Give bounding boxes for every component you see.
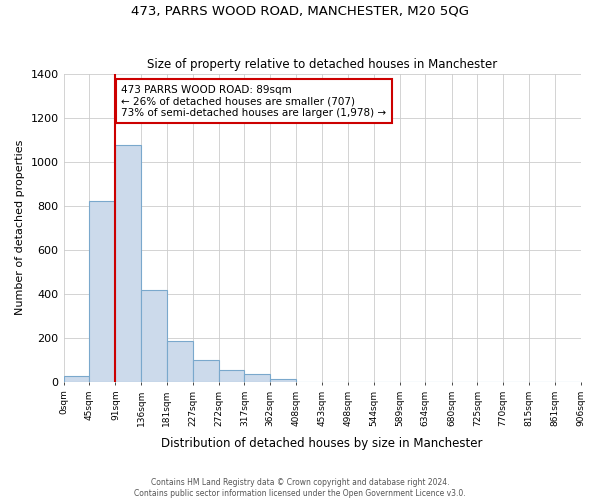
X-axis label: Distribution of detached houses by size in Manchester: Distribution of detached houses by size …: [161, 437, 483, 450]
Text: 473, PARRS WOOD ROAD, MANCHESTER, M20 5QG: 473, PARRS WOOD ROAD, MANCHESTER, M20 5Q…: [131, 5, 469, 18]
Text: Contains HM Land Registry data © Crown copyright and database right 2024.
Contai: Contains HM Land Registry data © Crown c…: [134, 478, 466, 498]
Bar: [115, 145, 141, 382]
Bar: [64, 376, 89, 382]
Bar: [270, 379, 296, 382]
Text: 473 PARRS WOOD ROAD: 89sqm
← 26% of detached houses are smaller (707)
73% of sem: 473 PARRS WOOD ROAD: 89sqm ← 26% of deta…: [121, 84, 386, 118]
Title: Size of property relative to detached houses in Manchester: Size of property relative to detached ho…: [147, 58, 497, 71]
Bar: [244, 374, 270, 382]
Bar: [219, 370, 244, 382]
Bar: [167, 341, 193, 382]
Y-axis label: Number of detached properties: Number of detached properties: [15, 140, 25, 316]
Bar: [89, 202, 115, 382]
Bar: [141, 290, 167, 382]
Bar: [193, 360, 219, 382]
